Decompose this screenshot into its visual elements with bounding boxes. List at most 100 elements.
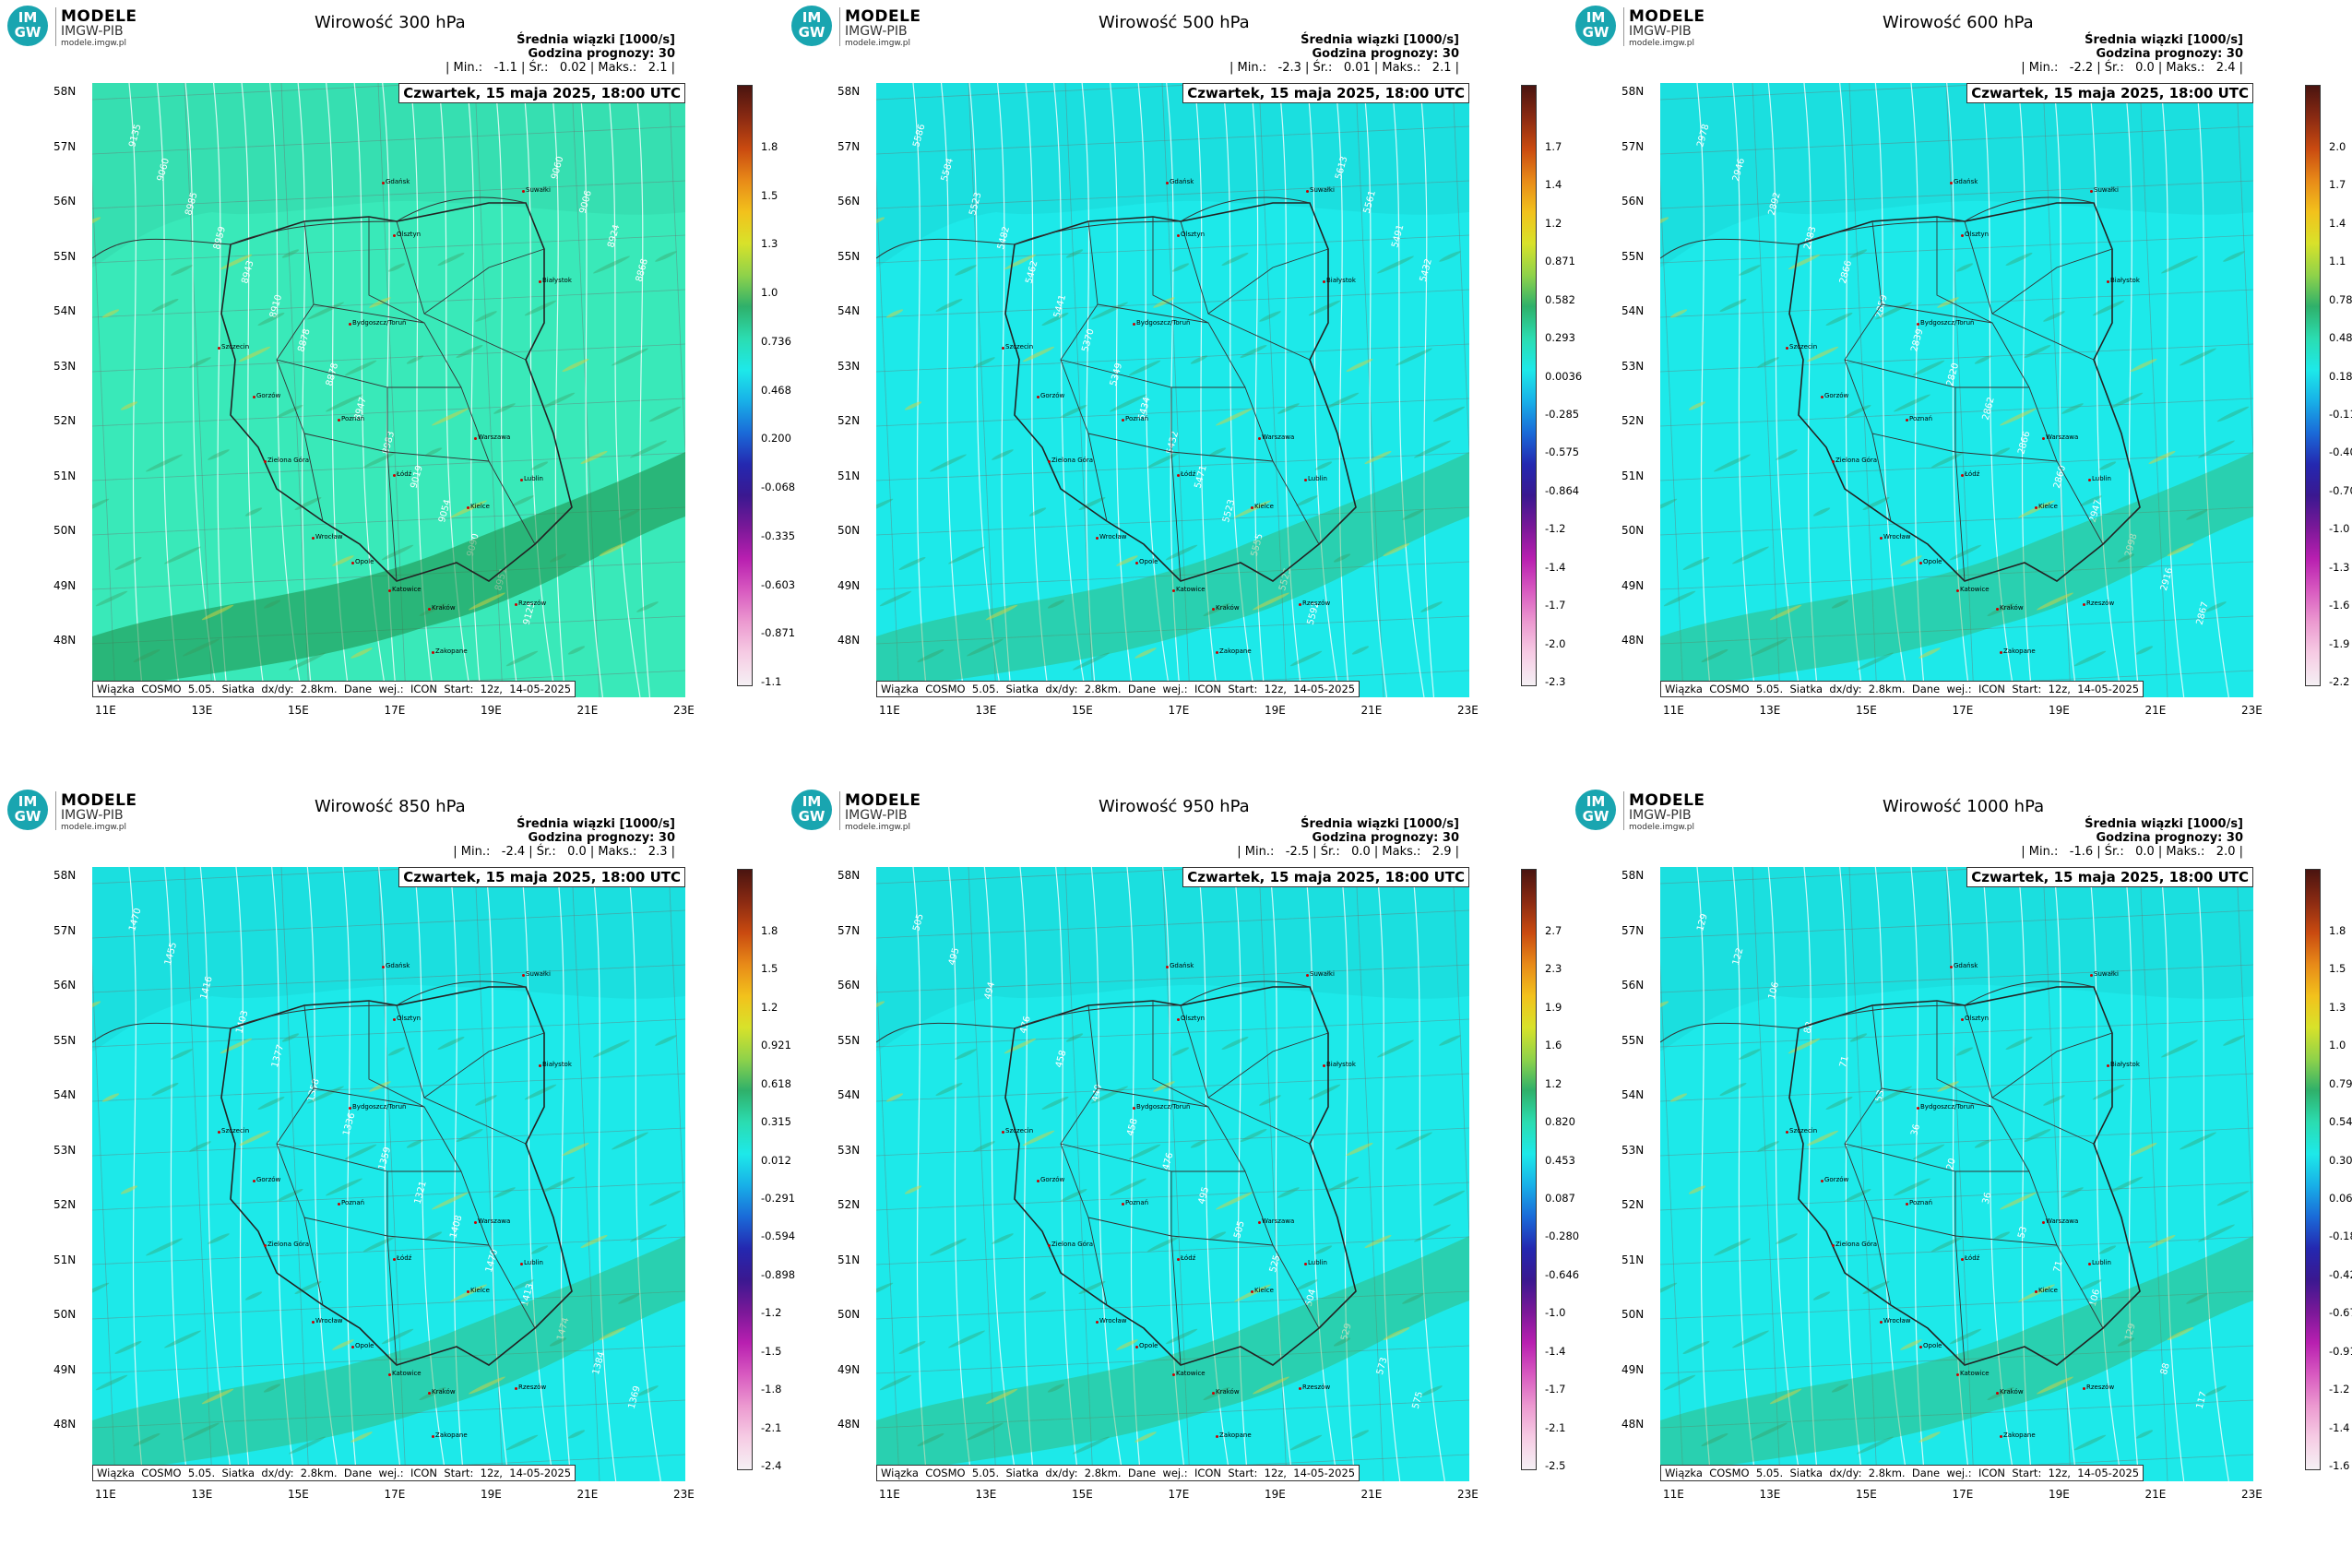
city-label: Szczecin [217,343,250,350]
city-label: Gorzów [1820,1176,1849,1183]
colorbar-label: 0.0036 [1545,369,1583,383]
logo-url[interactable]: modele.imgw.pl [845,39,911,48]
lon-tick-label: 13E [975,704,997,717]
stats-line: | Min.: -2.2 | Śr.: 0.0 | Maks.: 2.4 | [2021,61,2243,75]
colorbar-label: -1.4 [2329,1420,2350,1434]
imgw-logo[interactable]: IM GW MODELE IMGW-PIB modele.imgw.pl [791,790,948,834]
contour-label: 505 [1232,1219,1247,1239]
lon-tick-label: 15E [1856,704,1877,717]
lon-tick-label: 11E [879,704,900,717]
colorbar-label: -0.603 [761,577,796,591]
model-info: Wiązka COSMO 5.05. Siatka dx/dy: 2.8km. … [1660,681,2144,697]
lon-tick-label: 21E [2144,1488,2167,1501]
lat-tick-label: 50N [837,524,861,537]
lon-tick-label: 17E [384,704,406,717]
imgw-logo[interactable]: IM GW MODELE IMGW-PIB modele.imgw.pl [1575,6,1732,50]
city-label: Bydgoszcz/Toruń [348,319,407,327]
lat-tick-label: 55N [53,1033,77,1047]
colorbar [2305,869,2321,1470]
logo-url[interactable]: modele.imgw.pl [1629,39,1695,48]
imgw-logo[interactable]: IM GW MODELE IMGW-PIB modele.imgw.pl [7,6,164,50]
city-label: Katowice [1172,586,1206,593]
contour-label: 106 [2088,1288,2103,1307]
colorbar-label: -1.7 [1545,599,1566,612]
lat-tick-label: 50N [1621,1308,1645,1321]
city-label: Rzeszów [1298,1384,1331,1391]
colorbar-label: 1.8 [761,924,778,937]
colorbar-label: 2.3 [1545,962,1562,976]
city-label: Gdańsk [1165,962,1194,969]
forecast-panel: IM GW MODELE IMGW-PIB modele.imgw.pl Wirowość… [784,784,1579,1568]
colorbar-label: -1.2 [2329,1383,2350,1396]
contour-label: 71 [2052,1260,2065,1274]
logo-url[interactable]: modele.imgw.pl [61,823,127,832]
colorbar-label: -2.4 [761,1459,782,1472]
city-label: Olsztyn [392,231,422,238]
forecast-date: Czwartek, 15 maja 2025, 18:00 UTC [1182,83,1469,103]
logo-url[interactable]: modele.imgw.pl [845,823,911,832]
city-label: Opole [1135,1342,1158,1349]
logo-line1: MODELE [61,791,137,810]
city-label: Olsztyn [392,1015,422,1022]
city-label: Białystok [539,277,572,284]
city-label: Zielona Góra [263,1241,310,1248]
logo-line1: MODELE [845,791,921,810]
colorbar-label: -0.428 [2329,1267,2352,1281]
colorbar-label: -0.672 [2329,1306,2352,1320]
lat-tick-label: 51N [1621,1253,1645,1266]
city-label: Szczecin [1001,343,1034,350]
city-label: Suwałki [2090,186,2119,194]
colorbar-label: 0.582 [1545,292,1575,306]
logo-badge-bottom: GW [798,24,826,41]
lat-tick-label: 56N [1621,195,1645,208]
colorbar-label: 1.4 [1545,178,1562,192]
logo-url[interactable]: modele.imgw.pl [1629,823,1695,832]
contour-label: 8878 [296,327,312,352]
map-field: 9135906089858959894389108878887889478983… [92,83,685,697]
lat-tick-label: 52N [837,1198,861,1211]
colorbar-label: 0.468 [761,383,791,397]
city-label: Szczecin [1785,1127,1818,1134]
lon-tick-label: 23E [2241,1488,2263,1501]
imgw-logo[interactable]: IM GW MODELE IMGW-PIB modele.imgw.pl [1575,790,1732,834]
colorbar-label: 1.2 [761,1000,778,1014]
imgw-logo[interactable]: IM GW MODELE IMGW-PIB modele.imgw.pl [791,6,948,50]
contour-label: 575 [1411,1390,1426,1409]
lon-tick-label: 19E [2049,704,2070,717]
city-label: Gdańsk [381,962,410,969]
forecast-date: Czwartek, 15 maja 2025, 18:00 UTC [1966,83,2253,103]
colorbar-label: -1.8 [761,1383,782,1396]
lat-tick-label: 50N [837,1308,861,1321]
lon-tick-label: 19E [2049,1488,2070,1501]
contour-label: 5432 [1419,257,1434,282]
forecast-hour: Godzina prognozy: 30 [528,831,675,845]
lon-tick-label: 21E [1360,1488,1383,1501]
lon-tick-label: 23E [1457,704,1479,717]
city-label: Opole [1135,558,1158,565]
city-label: Suwałki [2090,970,2119,978]
colorbar-label: -1.6 [2329,1459,2350,1472]
lat-tick-label: 57N [53,923,77,937]
colorbar-label: 0.820 [1545,1115,1575,1129]
colorbar-label: 0.293 [1545,331,1575,345]
model-info: Wiązka COSMO 5.05. Siatka dx/dy: 2.8km. … [92,1465,576,1481]
imgw-logo[interactable]: IM GW MODELE IMGW-PIB modele.imgw.pl [7,790,164,834]
lat-tick-label: 50N [1621,524,1645,537]
logo-badge-bottom: GW [1582,808,1610,825]
contour-label: 2867 [2195,600,2211,625]
logo-url[interactable]: modele.imgw.pl [61,39,127,48]
lat-tick-label: 54N [53,1088,77,1101]
lat-tick-label: 52N [53,414,77,427]
colorbar-label: 0.189 [2329,369,2352,383]
city-label: Bydgoszcz/Toruń [1132,319,1191,327]
lon-tick-label: 11E [95,704,116,717]
logo-divider [1623,791,1624,830]
lon-tick-label: 11E [95,1488,116,1501]
lat-tick-label: 49N [53,1362,77,1376]
logo-badge-top: IM [18,9,38,26]
logo-badge-bottom: GW [14,24,42,41]
city-label: Kielce [467,1287,490,1294]
colorbar-label: -0.594 [761,1229,796,1243]
lat-tick-label: 55N [1621,249,1645,263]
lat-tick-label: 57N [1621,923,1645,937]
